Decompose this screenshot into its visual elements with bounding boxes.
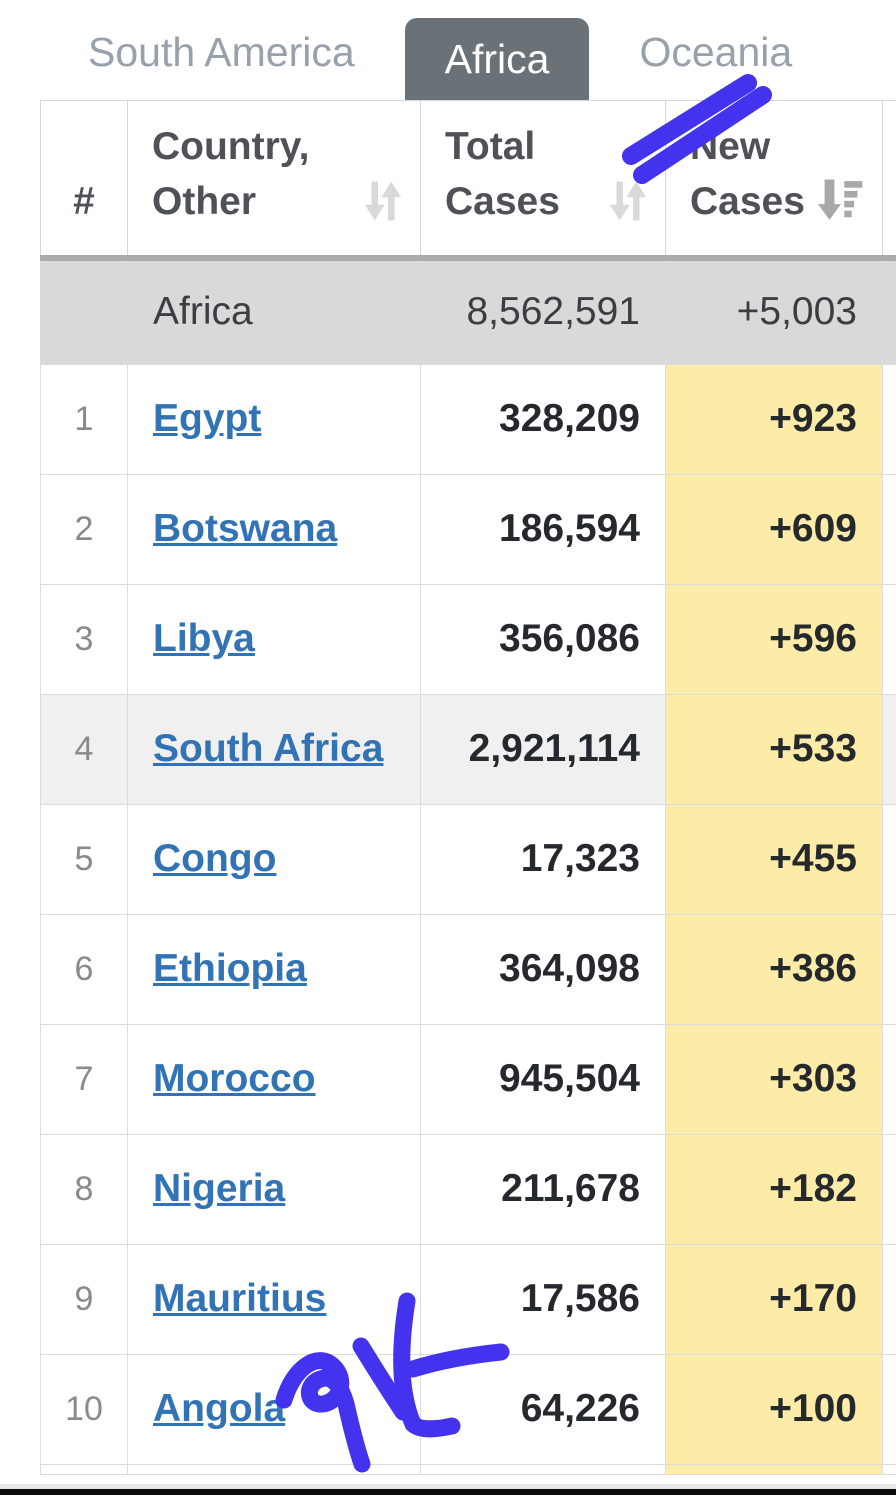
new-cases-cell: +386 bbox=[665, 913, 883, 1025]
total-cases-cell: 17,586 bbox=[420, 1243, 666, 1355]
rank-cell: 2 bbox=[40, 473, 128, 585]
next-column-sliver bbox=[882, 1023, 896, 1135]
col-header-rank[interactable]: # bbox=[40, 100, 128, 261]
next-column-sliver bbox=[882, 363, 896, 475]
table-row: 6 Ethiopia 364,098 +386 bbox=[40, 913, 896, 1025]
continent-name-cell: Africa bbox=[127, 257, 421, 365]
next-column-sliver bbox=[882, 693, 896, 805]
table-row: 1 Egypt 328,209 +923 bbox=[40, 363, 896, 475]
total-cases-cell: 8,562,591 bbox=[420, 257, 666, 365]
total-cases-cell: 186,594 bbox=[420, 473, 666, 585]
country-header-label: Country, Other bbox=[152, 125, 310, 223]
table-row: 10 Angola 64,226 +100 bbox=[40, 1353, 896, 1465]
new-cases-cell: +596 bbox=[665, 583, 883, 695]
tab-south-america[interactable]: South America bbox=[88, 29, 355, 75]
country-link[interactable]: Angola bbox=[153, 1387, 286, 1430]
new-cases-cell: +170 bbox=[665, 1243, 883, 1355]
rank-cell: 7 bbox=[40, 1023, 128, 1135]
new-cases-cell: +609 bbox=[665, 473, 883, 585]
total-cases-cell: 17,323 bbox=[420, 803, 666, 915]
col-header-new-cases[interactable]: New Cases bbox=[665, 100, 883, 261]
rank-cell bbox=[40, 257, 128, 365]
rank-cell: 8 bbox=[40, 1133, 128, 1245]
header-row: # Country, Other Total Cases bbox=[40, 100, 896, 261]
table-row: 7 Morocco 945,504 +303 bbox=[40, 1023, 896, 1135]
tab-oceania[interactable]: Oceania bbox=[639, 29, 793, 75]
country-link[interactable]: Morocco bbox=[153, 1057, 316, 1100]
bottom-gray-strip bbox=[0, 1484, 896, 1489]
table-row: 3 Libya 356,086 +596 bbox=[40, 583, 896, 695]
rank-cell: 6 bbox=[40, 913, 128, 1025]
col-header-country[interactable]: Country, Other bbox=[127, 100, 421, 261]
country-link[interactable]: Nigeria bbox=[153, 1167, 286, 1210]
rank-cell: 10 bbox=[40, 1353, 128, 1465]
new-cases-cell: +100 bbox=[665, 1353, 883, 1465]
table-row: 9 Mauritius 17,586 +170 bbox=[40, 1243, 896, 1355]
new-cases-cell: +455 bbox=[665, 803, 883, 915]
bottom-black-line bbox=[0, 1489, 896, 1495]
total-cases-cell: 945,504 bbox=[420, 1023, 666, 1135]
next-column-sliver bbox=[882, 1133, 896, 1245]
next-column-sliver bbox=[882, 473, 896, 585]
new-cases-header-label: New Cases bbox=[690, 125, 805, 223]
sort-desc-icon bbox=[818, 176, 864, 229]
new-cases-cell: +182 bbox=[665, 1133, 883, 1245]
sort-both-icon bbox=[364, 178, 402, 229]
total-cases-cell: 211,678 bbox=[420, 1133, 666, 1245]
next-column-sliver bbox=[882, 1353, 896, 1465]
total-cases-cell: 328,209 bbox=[420, 363, 666, 475]
table-row: 5 Congo 17,323 +455 bbox=[40, 803, 896, 915]
continent-tabbar: South America Africa Oceania bbox=[0, 0, 896, 100]
next-column-sliver bbox=[882, 803, 896, 915]
country-link[interactable]: Ethiopia bbox=[153, 947, 307, 990]
rank-cell: 1 bbox=[40, 363, 128, 475]
country-link[interactable]: Botswana bbox=[153, 507, 338, 550]
covid-cases-table: # Country, Other Total Cases bbox=[40, 100, 896, 1475]
country-link[interactable]: Egypt bbox=[153, 397, 262, 440]
tab-africa[interactable]: Africa bbox=[404, 18, 590, 100]
total-cases-cell: 356,086 bbox=[420, 583, 666, 695]
total-cases-cell: 364,098 bbox=[420, 913, 666, 1025]
rank-cell: 4 bbox=[40, 693, 128, 805]
table-row-highlighted: 4 South Africa 2,921,114 +533 bbox=[40, 693, 896, 805]
total-cases-cell: 2,921,114 bbox=[420, 693, 666, 805]
sort-both-icon bbox=[609, 178, 647, 229]
next-column-sliver-header bbox=[882, 100, 896, 261]
country-link[interactable]: Mauritius bbox=[153, 1277, 327, 1320]
partial-next-row bbox=[40, 1463, 896, 1475]
country-link[interactable]: Congo bbox=[153, 837, 277, 880]
country-link[interactable]: Libya bbox=[153, 617, 255, 660]
new-cases-cell: +5,003 bbox=[665, 257, 883, 365]
new-cases-cell: +303 bbox=[665, 1023, 883, 1135]
next-column-sliver bbox=[882, 1243, 896, 1355]
table-row: 8 Nigeria 211,678 +182 bbox=[40, 1133, 896, 1245]
new-cases-cell: +533 bbox=[665, 693, 883, 805]
col-header-total-cases[interactable]: Total Cases bbox=[420, 100, 666, 261]
next-column-sliver bbox=[882, 913, 896, 1025]
rank-cell: 9 bbox=[40, 1243, 128, 1355]
next-column-sliver bbox=[882, 583, 896, 695]
total-cases-cell: 64,226 bbox=[420, 1353, 666, 1465]
total-cases-header-label: Total Cases bbox=[445, 125, 560, 223]
table-row: 2 Botswana 186,594 +609 bbox=[40, 473, 896, 585]
new-cases-cell: +923 bbox=[665, 363, 883, 475]
next-column-sliver bbox=[882, 257, 896, 365]
continent-total-row: Africa 8,562,591 +5,003 bbox=[40, 257, 896, 365]
rank-header-label: # bbox=[73, 180, 95, 223]
rank-cell: 5 bbox=[40, 803, 128, 915]
country-link[interactable]: South Africa bbox=[153, 727, 384, 770]
rank-cell: 3 bbox=[40, 583, 128, 695]
